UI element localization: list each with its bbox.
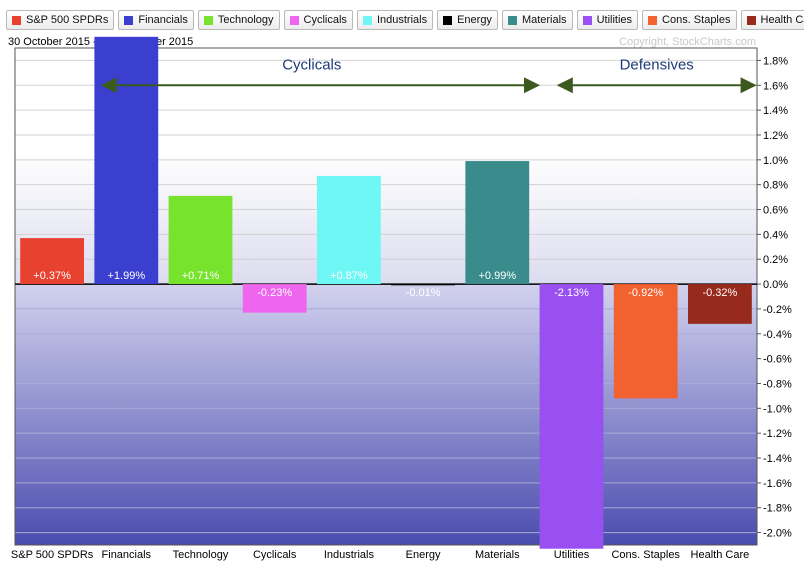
y-tick-label: 0.8% (763, 180, 788, 192)
plot-frame (14, 47, 758, 546)
legend-item-health-care[interactable]: Health Care (740, 10, 804, 30)
bar-value-label-energy: -0.01% (406, 287, 441, 299)
legend-item-sandp-500-spdrs[interactable]: S&P 500 SPDRs (6, 10, 115, 30)
legend-label: Utilities (596, 14, 633, 26)
x-tick-label-industrials: Industrials (324, 549, 375, 561)
copyright-text: Copyright, StockCharts.com (619, 36, 756, 48)
bar-value-label-materials: +0.99% (478, 270, 516, 282)
legend: S&P 500 SPDRs Financials Technology Cyclica… (6, 9, 804, 31)
legend-label: Cons. Staples (662, 14, 731, 26)
bar-utilities (539, 284, 604, 549)
x-tick-label-health-care: Health Care (691, 549, 750, 561)
defensives-label: Defensives (620, 56, 694, 73)
y-tick-label: -1.2% (763, 428, 792, 440)
bar-health-care (687, 284, 752, 324)
x-tick-label-sandp-500-spdrs: S&P 500 SPDRs (11, 549, 94, 561)
x-tick-label-technology: Technology (173, 549, 229, 561)
legend-item-financials[interactable]: Financials (118, 10, 194, 30)
y-tick-label: 0.4% (763, 229, 788, 241)
y-tick-label: 1.8% (763, 55, 788, 67)
legend-swatch (443, 15, 453, 25)
y-tick-label: -0.2% (763, 304, 792, 316)
x-tick-label-materials: Materials (475, 549, 520, 561)
legend-item-technology[interactable]: Technology (197, 10, 280, 30)
bar-cons-staples (613, 284, 678, 399)
x-tick-label-financials: Financials (102, 549, 152, 561)
bar-energy (391, 284, 456, 286)
x-tick-label-cyclicals: Cyclicals (253, 549, 297, 561)
legend-swatch (289, 15, 299, 25)
y-tick-label: 1.6% (763, 80, 788, 92)
y-tick-label: 1.2% (763, 130, 788, 142)
x-tick-label-cons-staples: Cons. Staples (611, 549, 680, 561)
legend-swatch (507, 15, 517, 25)
legend-swatch (124, 15, 134, 25)
bar-value-label-cyclicals: -0.23% (257, 287, 292, 299)
legend-item-energy[interactable]: Energy (437, 10, 498, 30)
legend-swatch (746, 15, 756, 25)
cyclicals-label: Cyclicals (282, 56, 341, 73)
legend-item-materials[interactable]: Materials (501, 10, 573, 30)
x-tick-label-utilities: Utilities (554, 549, 590, 561)
bar-value-label-cons-staples: -0.92% (628, 287, 663, 299)
y-tick-label: -1.6% (763, 478, 792, 490)
bar-financials (94, 36, 159, 285)
bar-value-labels: +0.37% +1.99% +0.71% -0.23% +0.87% -0.01% +0.9… (33, 270, 737, 299)
y-tick-label: 0.6% (763, 205, 788, 217)
bar-value-label-technology: +0.71% (182, 270, 220, 282)
bar-technology (168, 195, 233, 285)
bar-value-label-sandp-500-spdrs: +0.37% (33, 270, 71, 282)
y-tick-label: -1.0% (763, 403, 792, 415)
y-tick-label: -1.4% (763, 453, 792, 465)
bar-materials (465, 161, 530, 285)
y-tick-label: 0.2% (763, 254, 788, 266)
legend-label: Materials (521, 14, 567, 26)
bar-value-label-industrials: +0.87% (330, 270, 368, 282)
bar-value-label-utilities: -2.13% (554, 287, 589, 299)
legend-swatch (203, 15, 213, 25)
legend-item-industrials[interactable]: Industrials (356, 10, 434, 30)
bar-sandp-500-spdrs (20, 238, 85, 285)
y-tick-label: -2.0% (763, 528, 792, 540)
legend-swatch (648, 15, 658, 25)
x-tick-label-energy: Energy (406, 549, 441, 561)
legend-label: Technology (217, 14, 274, 26)
legend-swatch (12, 15, 21, 25)
legend-label: Energy (457, 14, 492, 26)
bar-value-label-financials: +1.99% (107, 270, 145, 282)
x-axis-labels: S&P 500 SPDRs Financials Technology Cyclica… (11, 549, 749, 561)
y-tick-label: 1.0% (763, 155, 788, 167)
y-tick-label: -0.4% (763, 329, 792, 341)
legend-item-cyclicals[interactable]: Cyclicals (283, 10, 353, 30)
bar-value-label-health-care: -0.32% (702, 287, 737, 299)
legend-item-cons-staples[interactable]: Cons. Staples (642, 10, 737, 30)
legend-label: Health Care (760, 14, 804, 26)
y-tick-label: -1.8% (763, 503, 792, 515)
legend-label: Industrials (376, 14, 428, 26)
y-tick-label: -0.8% (763, 378, 792, 390)
legend-item-utilities[interactable]: Utilities (576, 10, 639, 30)
y-tick-label: 1.4% (763, 105, 788, 117)
legend-label: Cyclicals (303, 14, 347, 26)
legend-swatch (362, 15, 372, 25)
bar-cyclicals (242, 284, 307, 313)
legend-label: S&P 500 SPDRs (26, 14, 109, 26)
legend-label: Financials (138, 14, 188, 26)
y-axis-ticks: 1.8% 1.6% 1.4% 1.2% 1.0% 0.8% 0.6% 0.4% 0.2% 0.0%… (757, 55, 792, 540)
bar-industrials (316, 175, 381, 285)
y-tick-label: 0.0% (763, 279, 788, 291)
y-tick-label: -0.6% (763, 354, 792, 366)
legend-swatch (582, 15, 592, 25)
